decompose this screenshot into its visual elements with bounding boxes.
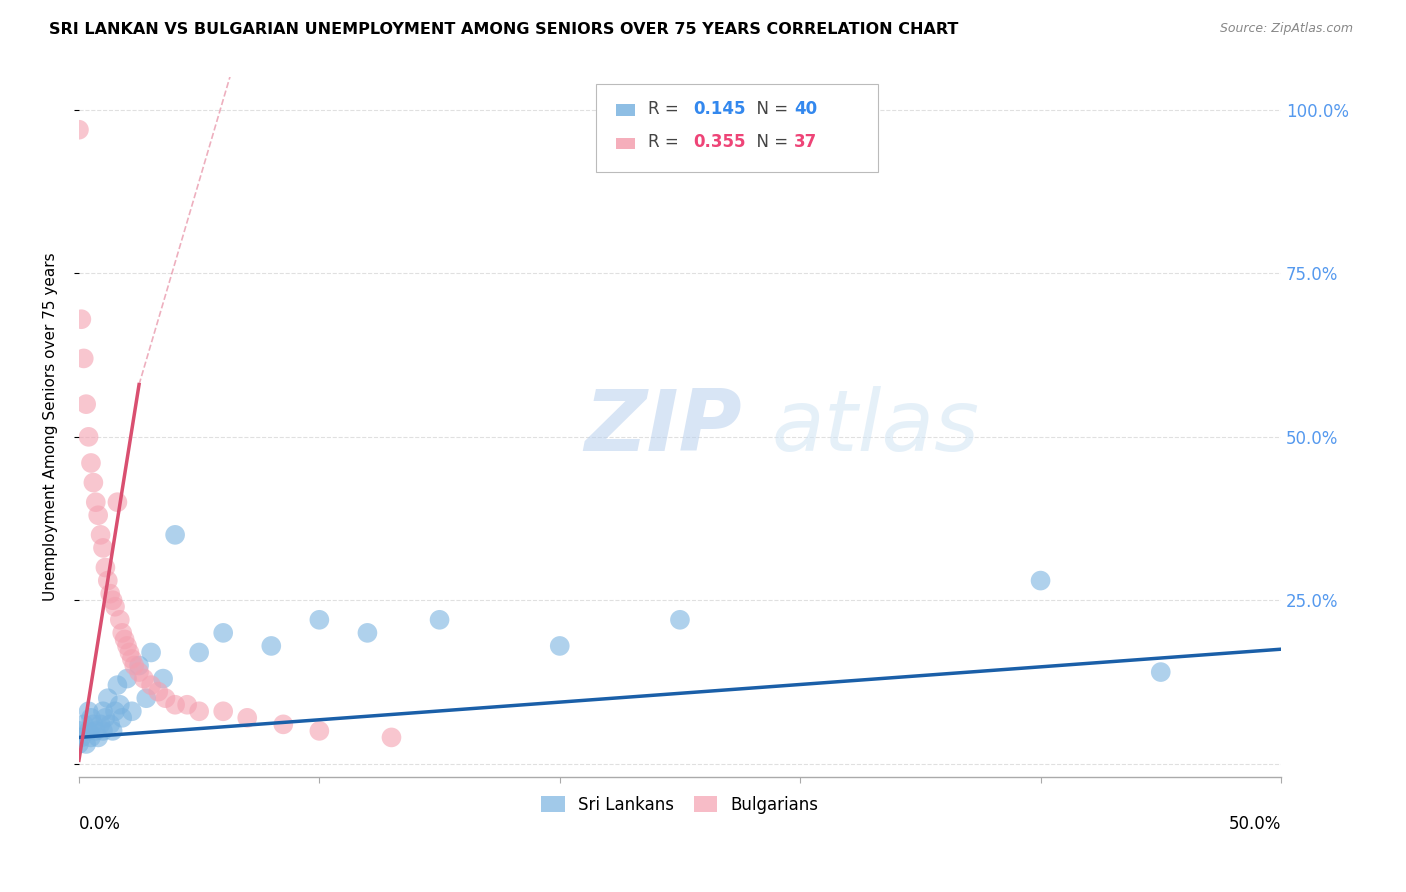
Point <box>73 351 96 366</box>
Point <box>356 625 378 640</box>
Point <box>108 698 131 712</box>
Point <box>548 639 571 653</box>
Point <box>1150 665 1173 679</box>
Point <box>111 625 134 640</box>
Point <box>90 717 112 731</box>
Point <box>84 495 107 509</box>
Point <box>308 613 330 627</box>
Point <box>67 723 90 738</box>
Y-axis label: Unemployment Among Seniors over 75 years: Unemployment Among Seniors over 75 years <box>44 252 58 601</box>
Text: 0.145: 0.145 <box>693 100 745 118</box>
Text: 0.355: 0.355 <box>693 134 745 152</box>
Point <box>104 599 127 614</box>
Point <box>165 698 187 712</box>
Point <box>80 711 103 725</box>
Text: Source: ZipAtlas.com: Source: ZipAtlas.com <box>1219 22 1353 36</box>
Text: ZIP: ZIP <box>583 385 741 468</box>
Point <box>84 723 107 738</box>
Point <box>128 658 150 673</box>
Point <box>101 723 124 738</box>
Point <box>139 645 162 659</box>
Point <box>271 717 294 731</box>
Text: R =: R = <box>648 134 683 152</box>
Point <box>94 560 117 574</box>
Text: 40: 40 <box>794 100 817 118</box>
Point <box>260 639 283 653</box>
Point <box>97 574 120 588</box>
Point <box>77 704 100 718</box>
Point <box>188 704 211 718</box>
Point <box>77 430 100 444</box>
Point <box>114 632 136 647</box>
Point <box>97 691 120 706</box>
Point <box>87 731 110 745</box>
Point <box>115 639 138 653</box>
Point <box>176 698 198 712</box>
Legend: Sri Lankans, Bulgarians: Sri Lankans, Bulgarians <box>534 789 825 821</box>
FancyBboxPatch shape <box>616 104 636 116</box>
Point <box>91 704 114 718</box>
Text: 0.0%: 0.0% <box>79 815 121 833</box>
Point <box>94 711 117 725</box>
Point <box>75 397 97 411</box>
FancyBboxPatch shape <box>596 85 879 172</box>
Point <box>82 717 104 731</box>
Point <box>122 658 145 673</box>
Point <box>188 645 211 659</box>
Text: 37: 37 <box>794 134 817 152</box>
Text: R =: R = <box>648 100 683 118</box>
Point <box>80 731 103 745</box>
Point <box>152 672 174 686</box>
Point <box>91 723 114 738</box>
Point <box>669 613 692 627</box>
Point <box>80 456 103 470</box>
Text: N =: N = <box>747 100 793 118</box>
Point <box>104 704 127 718</box>
Point <box>108 613 131 627</box>
Text: N =: N = <box>747 134 793 152</box>
Point <box>107 678 129 692</box>
Text: SRI LANKAN VS BULGARIAN UNEMPLOYMENT AMONG SENIORS OVER 75 YEARS CORRELATION CHA: SRI LANKAN VS BULGARIAN UNEMPLOYMENT AMO… <box>49 22 959 37</box>
Point <box>212 704 235 718</box>
Point <box>148 684 170 698</box>
Point <box>155 691 177 706</box>
Text: atlas: atlas <box>772 385 980 468</box>
Point <box>98 587 121 601</box>
Point <box>111 711 134 725</box>
Point <box>98 717 121 731</box>
Point <box>90 528 112 542</box>
Point <box>115 672 138 686</box>
Point <box>1029 574 1052 588</box>
Point <box>73 717 96 731</box>
Point <box>77 723 100 738</box>
Point <box>132 672 155 686</box>
Point <box>135 691 157 706</box>
Point <box>236 711 259 725</box>
Point <box>121 704 143 718</box>
Point <box>70 731 93 745</box>
Point <box>128 665 150 679</box>
Text: 50.0%: 50.0% <box>1229 815 1281 833</box>
Point <box>75 737 97 751</box>
Point <box>308 723 330 738</box>
Point <box>87 508 110 523</box>
Point <box>139 678 162 692</box>
Point <box>82 475 104 490</box>
FancyBboxPatch shape <box>616 138 636 149</box>
Point <box>118 645 141 659</box>
Point <box>212 625 235 640</box>
Point <box>380 731 402 745</box>
Point <box>121 652 143 666</box>
Point <box>67 737 90 751</box>
Point <box>91 541 114 555</box>
Point <box>101 593 124 607</box>
Point <box>429 613 451 627</box>
Point <box>67 122 90 136</box>
Point <box>70 312 93 326</box>
Point <box>107 495 129 509</box>
Point <box>165 528 187 542</box>
